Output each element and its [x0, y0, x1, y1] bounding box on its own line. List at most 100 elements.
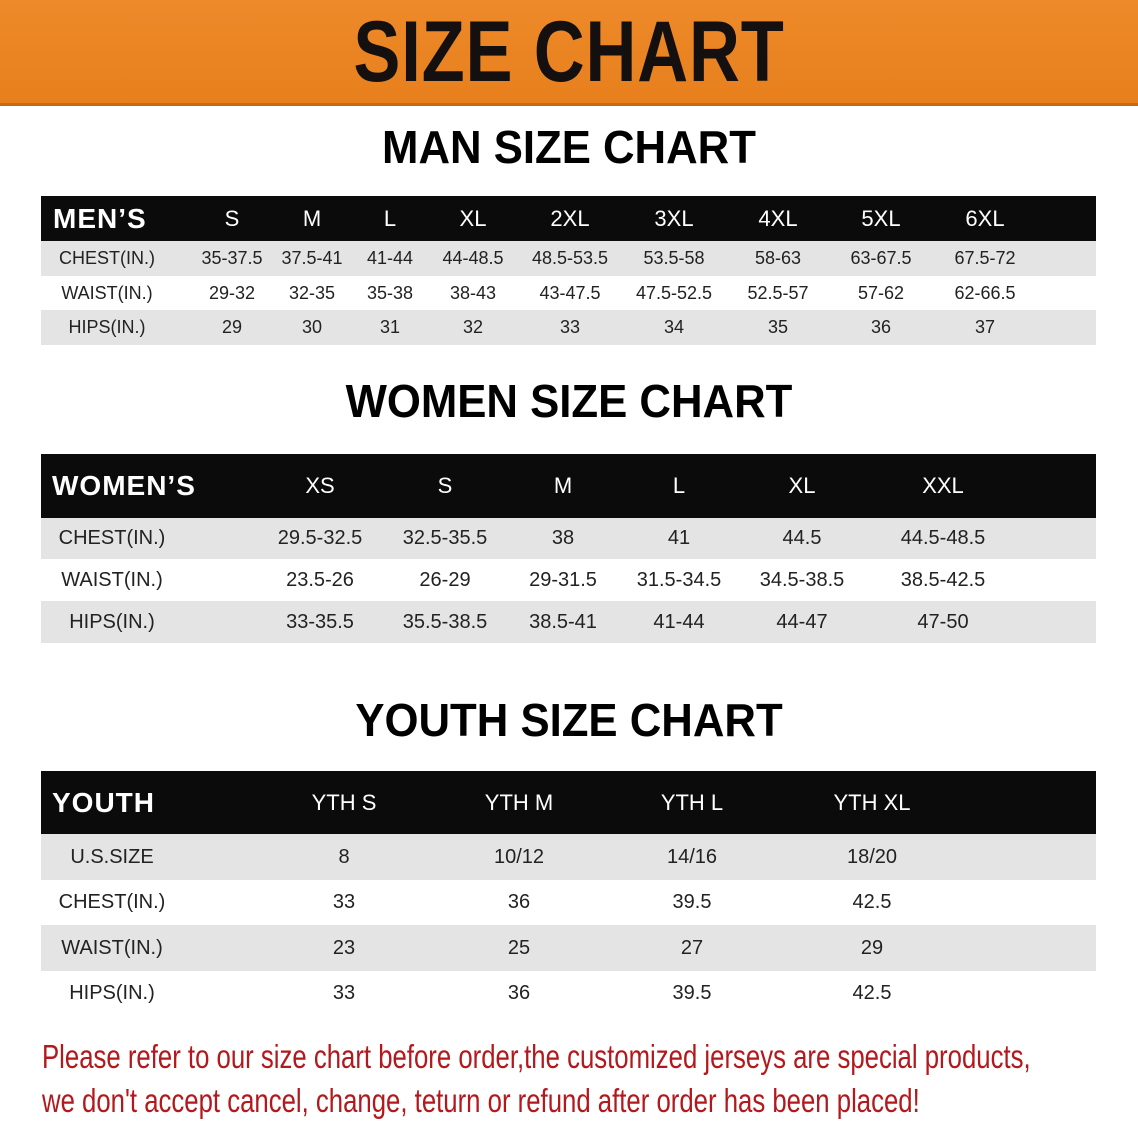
measurement-value: 42.5 [852, 982, 892, 1004]
measurement-value: 36 [870, 317, 892, 337]
measurement-value: 44.5 [782, 527, 822, 549]
measurement-label: HIPS(IN.) [69, 982, 155, 1004]
size-column-header: YTH XL [833, 790, 911, 815]
measurement-value: 58-63 [754, 248, 802, 268]
size-column-header: XL [459, 206, 487, 231]
size-column-header: YTH S [311, 790, 377, 815]
measurement-label: WAIST(IN.) [61, 937, 163, 959]
table-row: WAIST(IN.) 23 25 27 29 [41, 925, 1096, 971]
measurement-value: 38.5-41 [529, 611, 597, 633]
table-row: CHEST(IN.) 29.5-32.5 32.5-35.5 38 41 44.5 44.5… [41, 518, 1096, 559]
size-column-header: YTH L [660, 790, 724, 815]
table-row: HIPS(IN.) 29 30 31 32 33 34 35 36 37 [41, 310, 1096, 345]
table-row: CHEST(IN.) 33 36 39.5 42.5 [41, 880, 1096, 925]
measurement-value: 43-47.5 [539, 283, 601, 303]
size-chart-banner: SIZE CHART [0, 0, 1138, 106]
order-notice-line-2: we don't accept cancel, change, teturn o… [42, 1082, 920, 1119]
measurement-value: 35.5-38.5 [402, 611, 488, 633]
measurement-value: 62-66.5 [954, 283, 1016, 303]
table-row: WAIST(IN.) 23.5-26 26-29 29-31.5 31.5-34.5 34… [41, 559, 1096, 601]
measurement-value: 23.5-26 [286, 569, 354, 591]
measurement-label: CHEST(IN.) [59, 248, 155, 268]
measurement-value: 33 [559, 317, 581, 337]
size-column-header: S [437, 473, 453, 498]
size-column-header: 5XL [861, 206, 901, 231]
measurement-value: 67.5-72 [954, 248, 1016, 268]
size-column-header: XXL [922, 473, 964, 498]
measurement-value: 35-38 [366, 283, 414, 303]
size-column-header: XS [305, 473, 335, 498]
measurement-value: 31.5-34.5 [636, 569, 722, 591]
table-row: HIPS(IN.) 33-35.5 35.5-38.5 38.5-41 41-44 44-… [41, 601, 1096, 643]
measurement-value: 41-44 [653, 611, 705, 633]
table-row: WAIST(IN.) 29-32 32-35 35-38 38-43 43-47.5 47.… [41, 276, 1096, 310]
measurement-value: 35 [767, 317, 789, 337]
size-column-header: L [672, 473, 686, 498]
size-column-header: 3XL [654, 206, 694, 231]
measurement-value: 37 [974, 317, 996, 337]
measurement-value: 32 [462, 317, 484, 337]
measurement-value: 63-67.5 [850, 248, 912, 268]
measurement-value: 53.5-58 [643, 248, 705, 268]
size-column-header: XL [788, 473, 816, 498]
table-row: U.S.SIZE 8 10/12 14/16 18/20 [41, 834, 1096, 880]
measurement-value: 29-31.5 [529, 569, 597, 591]
measurement-value: 18/20 [846, 846, 898, 868]
youth-section-title: YOUTH SIZE CHART [355, 694, 783, 746]
measurement-value: 29.5-32.5 [277, 527, 363, 549]
measurement-value: 32-35 [288, 283, 336, 303]
size-column-header: L [383, 206, 397, 231]
size-column-header: S [224, 206, 240, 231]
men-header-row: MEN’S S M L XL 2XL 3XL 4XL 5XL 6XL [41, 196, 1096, 241]
measurement-value: 38-43 [449, 283, 497, 303]
banner-title: SIZE CHART [353, 4, 785, 100]
measurement-value: 39.5 [672, 891, 712, 913]
measurement-value: 44-48.5 [442, 248, 504, 268]
measurement-value: 47.5-52.5 [635, 283, 713, 303]
measurement-value: 34 [663, 317, 685, 337]
measurement-value: 41 [667, 527, 691, 549]
measurement-value: 36 [507, 891, 531, 913]
measurement-value: 37.5-41 [281, 248, 343, 268]
men-size-table: MEN’S S M L XL 2XL 3XL 4XL 5XL 6XL CHEST(IN.) 35-37… [41, 196, 1096, 345]
measurement-value: 44-47 [776, 611, 828, 633]
table-heading: YOUTH [52, 787, 155, 818]
measurement-label: HIPS(IN.) [68, 317, 146, 337]
measurement-value: 23 [332, 937, 356, 959]
measurement-value: 27 [680, 937, 704, 959]
measurement-value: 41-44 [366, 248, 414, 268]
size-column-header: 2XL [550, 206, 590, 231]
measurement-value: 10/12 [493, 846, 545, 868]
measurement-value: 38 [551, 527, 575, 549]
measurement-value: 14/16 [666, 846, 718, 868]
youth-header-row: YOUTH YTH S YTH M YTH L YTH XL [41, 771, 1096, 834]
measurement-value: 39.5 [672, 982, 712, 1004]
size-column-header: 6XL [965, 206, 1005, 231]
table-row: HIPS(IN.) 33 36 39.5 42.5 [41, 971, 1096, 1016]
measurement-value: 31 [379, 317, 401, 337]
order-notice-line-1: Please refer to our size chart before or… [42, 1038, 1031, 1075]
measurement-value: 44.5-48.5 [900, 527, 986, 549]
measurement-value: 42.5 [852, 891, 892, 913]
measurement-label: U.S.SIZE [70, 846, 154, 868]
measurement-value: 35-37.5 [201, 248, 263, 268]
women-size-table: WOMEN’S XS S M L XL XXL CHEST(IN.) 29.5-32.5 32.5… [41, 454, 1096, 643]
size-column-header: M [302, 206, 322, 231]
women-header-row: WOMEN’S XS S M L XL XXL [41, 454, 1096, 518]
measurement-label: CHEST(IN.) [58, 527, 166, 549]
youth-size-table: YOUTH YTH S YTH M YTH L YTH XL U.S.SIZE 8 10/12… [41, 771, 1096, 1016]
table-row: CHEST(IN.) 35-37.5 37.5-41 41-44 44-48.5 48.5… [41, 241, 1096, 276]
measurement-label: CHEST(IN.) [58, 891, 166, 913]
size-column-header: 4XL [758, 206, 798, 231]
measurement-label: HIPS(IN.) [69, 611, 155, 633]
measurement-value: 52.5-57 [747, 283, 809, 303]
measurement-value: 48.5-53.5 [531, 248, 609, 268]
measurement-value: 34.5-38.5 [759, 569, 845, 591]
measurement-value: 30 [301, 317, 323, 337]
measurement-value: 33-35.5 [286, 611, 354, 633]
women-section-title: WOMEN SIZE CHART [345, 375, 793, 427]
measurement-value: 29-32 [208, 283, 256, 303]
table-heading: WOMEN’S [52, 470, 196, 501]
measurement-value: 36 [507, 982, 531, 1004]
table-heading: MEN’S [53, 203, 147, 234]
